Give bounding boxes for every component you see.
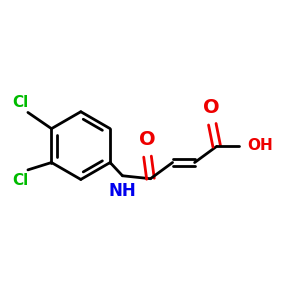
Text: NH: NH: [109, 182, 136, 200]
Text: O: O: [139, 130, 156, 149]
Text: O: O: [202, 98, 219, 117]
Text: Cl: Cl: [12, 95, 28, 110]
Text: Cl: Cl: [12, 173, 28, 188]
Text: OH: OH: [248, 138, 273, 153]
